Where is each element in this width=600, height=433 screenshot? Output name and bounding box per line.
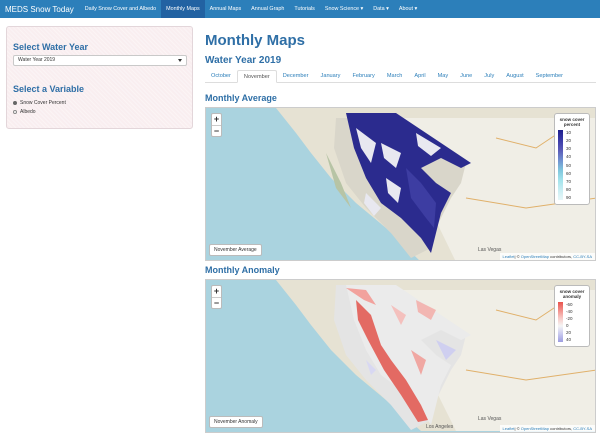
tab-october[interactable]: October [211, 73, 231, 79]
water-year-value: Water Year 2019 [18, 57, 56, 63]
tab-september[interactable]: September [535, 73, 564, 79]
tab-april[interactable]: April [414, 73, 426, 79]
year-heading: Select Water Year [13, 42, 89, 52]
tab-july[interactable]: July [484, 73, 495, 79]
legend-color-bar [558, 302, 563, 342]
legend-color-bar [558, 130, 563, 200]
zoom-out-button[interactable]: − [212, 125, 221, 136]
average-map-basemap: Las Vegas [206, 108, 595, 260]
legend-tick: 20 [566, 138, 572, 144]
attribution-text: contributors, [549, 426, 574, 431]
osm-link[interactable]: OpenStreetMap [520, 254, 550, 259]
anomaly-map[interactable]: Las Vegas Los Angeles + − snow cover ano… [205, 279, 596, 433]
legend-tick: 10 [566, 130, 572, 135]
legend-tick: 40 [566, 154, 572, 160]
page-subtitle: Water Year 2019 [205, 55, 282, 66]
chevron-down-icon [178, 59, 182, 62]
leaflet-link[interactable]: Leaflet [502, 254, 515, 259]
radio-icon [13, 110, 17, 114]
zoom-control: + − [211, 113, 222, 137]
legend-title: snow cover percent [559, 117, 585, 127]
legend-ticks: -60 -40 -20 0 20 40 [566, 302, 573, 342]
nav-about[interactable]: About ▾ [398, 6, 418, 12]
zoom-in-button[interactable]: + [213, 286, 220, 296]
anomaly-map-basemap: Las Vegas Los Angeles [206, 280, 595, 431]
license-link[interactable]: CC-BY-SA [573, 426, 592, 431]
variable-heading: Select a Variable [13, 84, 85, 94]
water-year-select[interactable]: Water Year 2019 [13, 55, 187, 66]
legend-tick: 30 [566, 146, 572, 152]
nav-daily[interactable]: Daily Snow Cover and Albedo [84, 6, 157, 12]
average-legend: snow cover percent 10 20 30 40 50 60 70 … [554, 113, 590, 205]
tab-march[interactable]: March [386, 73, 403, 79]
map-attribution: Leaflet| © OpenStreetMap contributors, C… [499, 253, 595, 260]
nav-snow-science[interactable]: Snow Science ▾ [324, 6, 364, 12]
nav-tutorials[interactable]: Tutorials [294, 6, 315, 12]
average-heading: Monthly Average [205, 93, 277, 103]
legend-tick: 60 [566, 170, 572, 176]
legend-tick: -40 [566, 309, 573, 314]
tab-january[interactable]: January [320, 73, 341, 79]
zoom-in-button[interactable]: + [213, 114, 220, 124]
map-attribution: Leaflet| © OpenStreetMap contributors, C… [499, 425, 595, 432]
legend-tick: 0 [566, 323, 569, 328]
map-label-las-vegas: Las Vegas [478, 416, 502, 422]
map-label-los-angeles: Los Angeles [426, 424, 454, 430]
tab-february[interactable]: February [352, 73, 375, 79]
legend-tick: 20 [566, 330, 572, 335]
legend-ticks: 10 20 30 40 50 60 70 80 90 [566, 130, 571, 200]
legend-tick: 80 [566, 186, 572, 192]
osm-link[interactable]: OpenStreetMap [520, 426, 550, 431]
radio-selected-icon [13, 101, 17, 105]
anomaly-heading: Monthly Anomaly [205, 265, 280, 275]
tab-may[interactable]: May [437, 73, 449, 79]
leaflet-link[interactable]: Leaflet [502, 426, 515, 431]
sidebar-panel: Select Water Year Water Year 2019 Select… [6, 26, 193, 129]
top-navbar: MEDS Snow Today Daily Snow Cover and Alb… [0, 0, 600, 18]
legend-title: snow cover anomaly [559, 289, 585, 299]
legend-tick: 50 [566, 162, 572, 168]
anomaly-legend: snow cover anomaly -60 -40 -20 0 20 40 [554, 285, 590, 347]
anomaly-map-label: November Anomaly [209, 416, 263, 428]
zoom-out-button[interactable]: − [212, 297, 221, 308]
attribution-text: contributors, [549, 254, 574, 259]
zoom-control: + − [211, 285, 222, 309]
legend-tick: 90 [566, 195, 572, 200]
tab-december[interactable]: December [282, 73, 309, 79]
average-map[interactable]: Las Vegas + − snow cover percent 10 20 3… [205, 107, 596, 261]
license-link[interactable]: CC-BY-SA [573, 254, 592, 259]
map-label-las-vegas: Las Vegas [478, 247, 502, 253]
radio-albedo[interactable]: Albedo [13, 109, 36, 115]
attribution-text: | © [514, 254, 521, 259]
radio-label: Snow Cover Percent [20, 100, 66, 106]
radio-snow-cover[interactable]: Snow Cover Percent [13, 100, 66, 106]
legend-tick: -60 [566, 302, 573, 307]
legend-tick: 70 [566, 178, 572, 184]
radio-label: Albedo [20, 109, 36, 115]
nav-data[interactable]: Data ▾ [373, 6, 389, 12]
nav-monthly[interactable]: Monthly Maps [161, 0, 205, 18]
legend-tick: -20 [566, 316, 573, 321]
nav-annual-maps[interactable]: Annual Maps [209, 6, 242, 12]
tab-november[interactable]: November [236, 70, 277, 83]
tab-june[interactable]: June [460, 73, 473, 79]
nav-annual-graph[interactable]: Annual Graph [251, 6, 285, 12]
page-title: Monthly Maps [205, 32, 305, 49]
average-map-label: November Average [209, 244, 262, 256]
attribution-text: | © [514, 426, 521, 431]
tab-august[interactable]: August [506, 73, 524, 79]
app-brand[interactable]: MEDS Snow Today [5, 4, 74, 14]
legend-tick: 40 [566, 337, 572, 342]
month-tabs: October November December January Februa… [205, 70, 596, 83]
